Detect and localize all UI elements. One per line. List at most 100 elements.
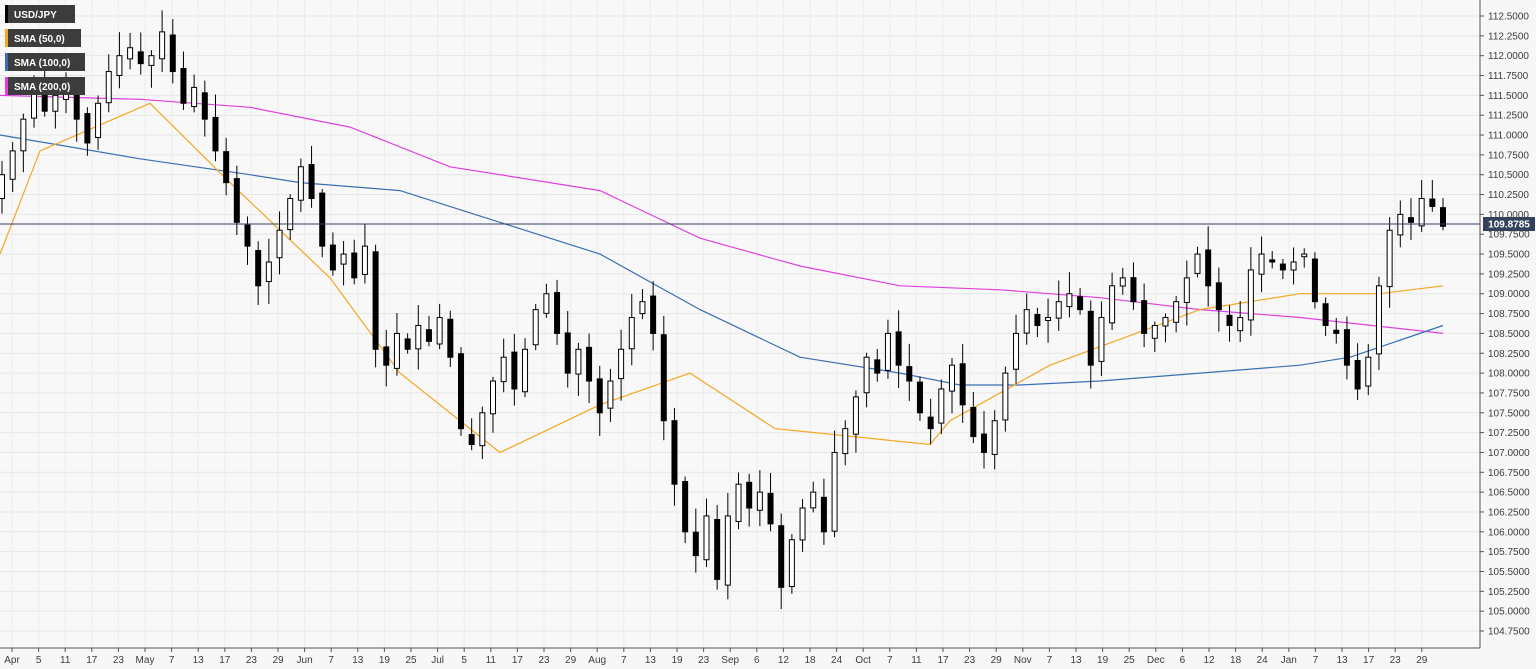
candle-bearish (137, 51, 144, 65)
candle-bullish (724, 515, 731, 586)
y-tick-label: 111.7500 (1488, 71, 1529, 82)
candle-bullish (1386, 229, 1393, 288)
legend-label: SMA (100,0) (14, 58, 70, 69)
candle-bearish (778, 525, 785, 588)
candle-bearish (1440, 207, 1446, 227)
candle-bullish (1290, 261, 1297, 271)
y-axis: 112.5000 112.2500 112.0000 111.7500 111.5000… (1480, 12, 1530, 638)
y-tick-label: 112.5000 (1488, 12, 1529, 23)
legend-item: SMA (50,0) (5, 29, 81, 47)
x-tick-label: 23 (246, 655, 258, 666)
y-tick-label: 108.0000 (1488, 369, 1530, 380)
candle-bearish (468, 434, 475, 446)
x-tick-label: 23 (698, 655, 710, 666)
candle-bearish (682, 481, 689, 533)
legend-swatch (5, 77, 8, 95)
candle-bearish (404, 338, 411, 350)
legend-label: SMA (200,0) (14, 82, 70, 93)
y-tick-label: 107.2500 (1488, 428, 1530, 439)
x-tick-label: 19 (379, 655, 391, 666)
candle-bullish (1002, 372, 1009, 421)
candle-bullish (810, 491, 817, 509)
candle-bullish (756, 491, 763, 511)
candle-bearish (554, 292, 561, 334)
y-tick-label: 105.0000 (1488, 607, 1530, 618)
candle-bearish (906, 366, 913, 382)
candle-bearish (329, 244, 336, 271)
candle-bullish (1418, 198, 1425, 227)
candle-bullish (1055, 301, 1062, 319)
x-axis: Apr 5 11 17 23 May 7 13 17 23 29 Jun 7 13 19 25 Jul 5 11 17… (4, 648, 1428, 666)
candle-bearish (692, 531, 699, 557)
candle-bullish (1183, 277, 1190, 303)
candle-bearish (1407, 217, 1414, 223)
candle-bullish (1013, 332, 1020, 370)
candle-bullish (393, 332, 400, 369)
candle-bearish (1429, 198, 1436, 207)
candle-bullish (1109, 285, 1116, 324)
candle-bearish (970, 407, 977, 438)
y-tick-label: 105.2500 (1488, 587, 1530, 598)
candle-bullish (1365, 356, 1372, 387)
candle-bullish (522, 348, 529, 393)
x-tick-label: 19 (1097, 655, 1109, 666)
sma-50-line (0, 102, 1444, 454)
x-tick-label: 25 (405, 655, 417, 666)
candle-bearish (1322, 303, 1329, 326)
y-tick-label: 112.2500 (1488, 31, 1529, 42)
x-tick-label: 17 (86, 655, 98, 666)
x-tick-label: 29 (565, 655, 577, 666)
candle-bearish (233, 178, 240, 223)
candle-bullish (148, 55, 155, 66)
candle-bearish (255, 250, 262, 287)
sma-100-line (0, 134, 1444, 386)
candle-bearish (586, 346, 593, 382)
legend-box (5, 77, 85, 95)
current-price-line: 109.8785 (0, 217, 1535, 232)
candle-bullish (20, 118, 27, 152)
x-tick-label: Aug (588, 655, 606, 666)
candle-bearish (660, 334, 667, 422)
x-tick-label: Jun (297, 655, 313, 666)
candle-bearish (180, 67, 187, 104)
candle-bearish (1034, 314, 1041, 326)
legend-box (5, 53, 85, 71)
candle-bullish (1194, 253, 1201, 274)
x-tick-label: Jan (1281, 655, 1297, 666)
x-tick-label: 23 (1390, 655, 1402, 666)
legend-swatch (5, 53, 8, 71)
x-tick-label: 24 (1257, 655, 1269, 666)
candle-bullish (436, 317, 443, 345)
y-tick-label: 108.5000 (1488, 329, 1530, 340)
candle-bullish (479, 412, 486, 447)
x-tick-label: 18 (1230, 655, 1242, 666)
x-tick-label: 11 (911, 655, 922, 666)
x-tick-label: Oct (855, 655, 871, 666)
candle-bullish (1098, 317, 1105, 362)
candle-bullish (127, 47, 134, 60)
candle-bullish (884, 332, 891, 371)
candle-bearish (916, 381, 923, 414)
legend-label: SMA (50,0) (14, 34, 65, 45)
candle-bullish (532, 309, 539, 346)
candle-bullish (361, 245, 368, 275)
x-tick-label: 11 (60, 655, 71, 666)
candle-bullish (852, 396, 859, 435)
candle-bearish (447, 318, 454, 358)
candle-bullish (191, 86, 198, 108)
candle-bearish (212, 116, 219, 152)
candle-bullish (95, 102, 102, 139)
y-tick-label: 110.2500 (1488, 190, 1529, 201)
plot-background (0, 0, 1480, 648)
y-tick-label: 111.5000 (1488, 91, 1529, 102)
x-tick-label: 29 (991, 655, 1003, 666)
x-tick-label: 7 (169, 655, 175, 666)
x-tick-label: 12 (1203, 655, 1215, 666)
candle-bearish (927, 416, 934, 430)
candle-bearish (383, 346, 390, 366)
x-tick-label: 17 (219, 655, 231, 666)
candle-bullish (639, 301, 646, 315)
x-tick-label: Sep (721, 655, 739, 666)
candle-bearish (1141, 300, 1148, 334)
candle-bullish (490, 380, 497, 415)
